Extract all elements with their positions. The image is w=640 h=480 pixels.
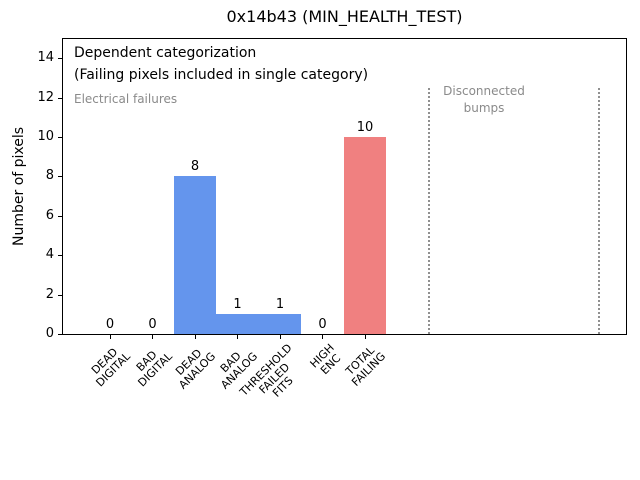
bar-value-label: 8	[190, 159, 200, 175]
x-tick	[364, 335, 366, 339]
x-tick	[152, 335, 153, 339]
x-tick	[109, 335, 111, 339]
y-tick	[58, 97, 62, 99]
y-tick-label: 6	[45, 207, 54, 223]
bar-value-label: 1	[233, 297, 242, 313]
x-tick-label: HIGH ENC	[307, 341, 344, 378]
bar-value-label: 0	[148, 317, 157, 332]
annotation-dependent-categorization: Dependent categorization	[74, 45, 257, 61]
bar	[216, 314, 259, 334]
y-tick	[58, 334, 62, 335]
y-tick-label: 2	[45, 286, 54, 302]
bar-value-label: 0	[105, 317, 115, 332]
chart-title: 0x14b43 (MIN_HEALTH_TEST)	[226, 7, 463, 26]
x-tick-label: DEAD ANALOG	[172, 346, 218, 392]
y-tick	[58, 137, 62, 138]
y-axis-label: Number of pixels	[11, 126, 27, 247]
y-tick-label: 12	[37, 89, 54, 105]
x-tick-label: BAD DIGITAL	[134, 348, 176, 390]
annotation-disconnected-bumps: Disconnected bumps	[443, 84, 525, 115]
annotation-failing-pixels-note: (Failing pixels included in single categ…	[74, 67, 369, 83]
y-tick	[58, 294, 62, 296]
y-tick	[58, 255, 62, 257]
y-tick-label: 0	[45, 326, 54, 341]
x-tick	[237, 335, 238, 339]
y-tick-label: 14	[37, 50, 54, 66]
bar-value-label: 10	[356, 120, 374, 135]
y-tick	[58, 215, 62, 217]
y-tick-label: 8	[45, 168, 54, 184]
y-tick	[58, 176, 62, 178]
bar-value-label: 1	[275, 297, 285, 313]
annotation-electrical-failures: Electrical failures	[74, 92, 178, 106]
x-tick-label: TOTAL FAILING	[343, 343, 388, 389]
x-tick	[322, 335, 323, 339]
bar	[258, 314, 302, 334]
x-tick	[279, 335, 281, 339]
y-tick	[58, 58, 62, 60]
y-tick-label: 10	[37, 129, 54, 144]
bar	[173, 176, 217, 334]
x-tick-label: DEAD DIGITAL	[88, 345, 133, 390]
reference-line-dotted	[597, 87, 600, 334]
bar	[343, 137, 387, 334]
y-tick-label: 4	[45, 247, 54, 263]
reference-line-dotted	[427, 87, 430, 334]
x-tick	[194, 335, 196, 339]
bar-value-label: 0	[318, 317, 327, 332]
